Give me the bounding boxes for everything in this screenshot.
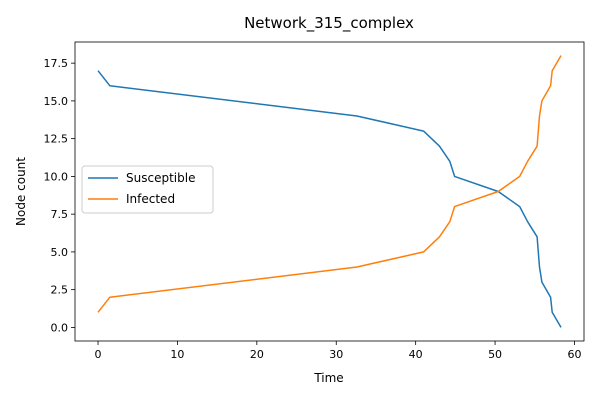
x-tick-label: 40 bbox=[409, 348, 423, 361]
y-tick-label: 2.5 bbox=[51, 284, 69, 297]
x-axis-label: Time bbox=[313, 371, 343, 385]
plot-frame bbox=[74, 41, 585, 342]
y-tick-label: 17.5 bbox=[44, 57, 69, 70]
x-tick-label: 20 bbox=[250, 348, 264, 361]
y-axis-label: Node count bbox=[14, 157, 28, 226]
legend: Susceptible Infected bbox=[81, 165, 214, 214]
x-tick-label: 10 bbox=[170, 348, 184, 361]
series-line-infected bbox=[97, 55, 562, 313]
legend-label-infected: Infected bbox=[126, 192, 175, 206]
series-line-susceptible bbox=[97, 70, 562, 328]
y-tick-label: 5.0 bbox=[51, 246, 69, 259]
legend-label-susceptible: Susceptible bbox=[126, 171, 195, 185]
x-tick-label: 50 bbox=[488, 348, 502, 361]
x-tick-label: 30 bbox=[329, 348, 343, 361]
chart-title: Network_315_complex bbox=[244, 14, 414, 33]
y-tick-label: 12.5 bbox=[44, 133, 69, 146]
y-tick-label: 7.5 bbox=[51, 208, 69, 221]
y-tick-label: 0.0 bbox=[51, 321, 69, 334]
x-tick-label: 0 bbox=[95, 348, 102, 361]
y-tick-label: 10.0 bbox=[44, 170, 69, 183]
x-tick-label: 60 bbox=[567, 348, 581, 361]
y-tick-label: 15.0 bbox=[44, 95, 69, 108]
series-lines bbox=[97, 55, 562, 328]
axis-ticks: 0 10 20 30 40 50 60 0.0 2.5 5.0 7.5 10.0 12.5 15.0 17.… bbox=[44, 57, 582, 361]
